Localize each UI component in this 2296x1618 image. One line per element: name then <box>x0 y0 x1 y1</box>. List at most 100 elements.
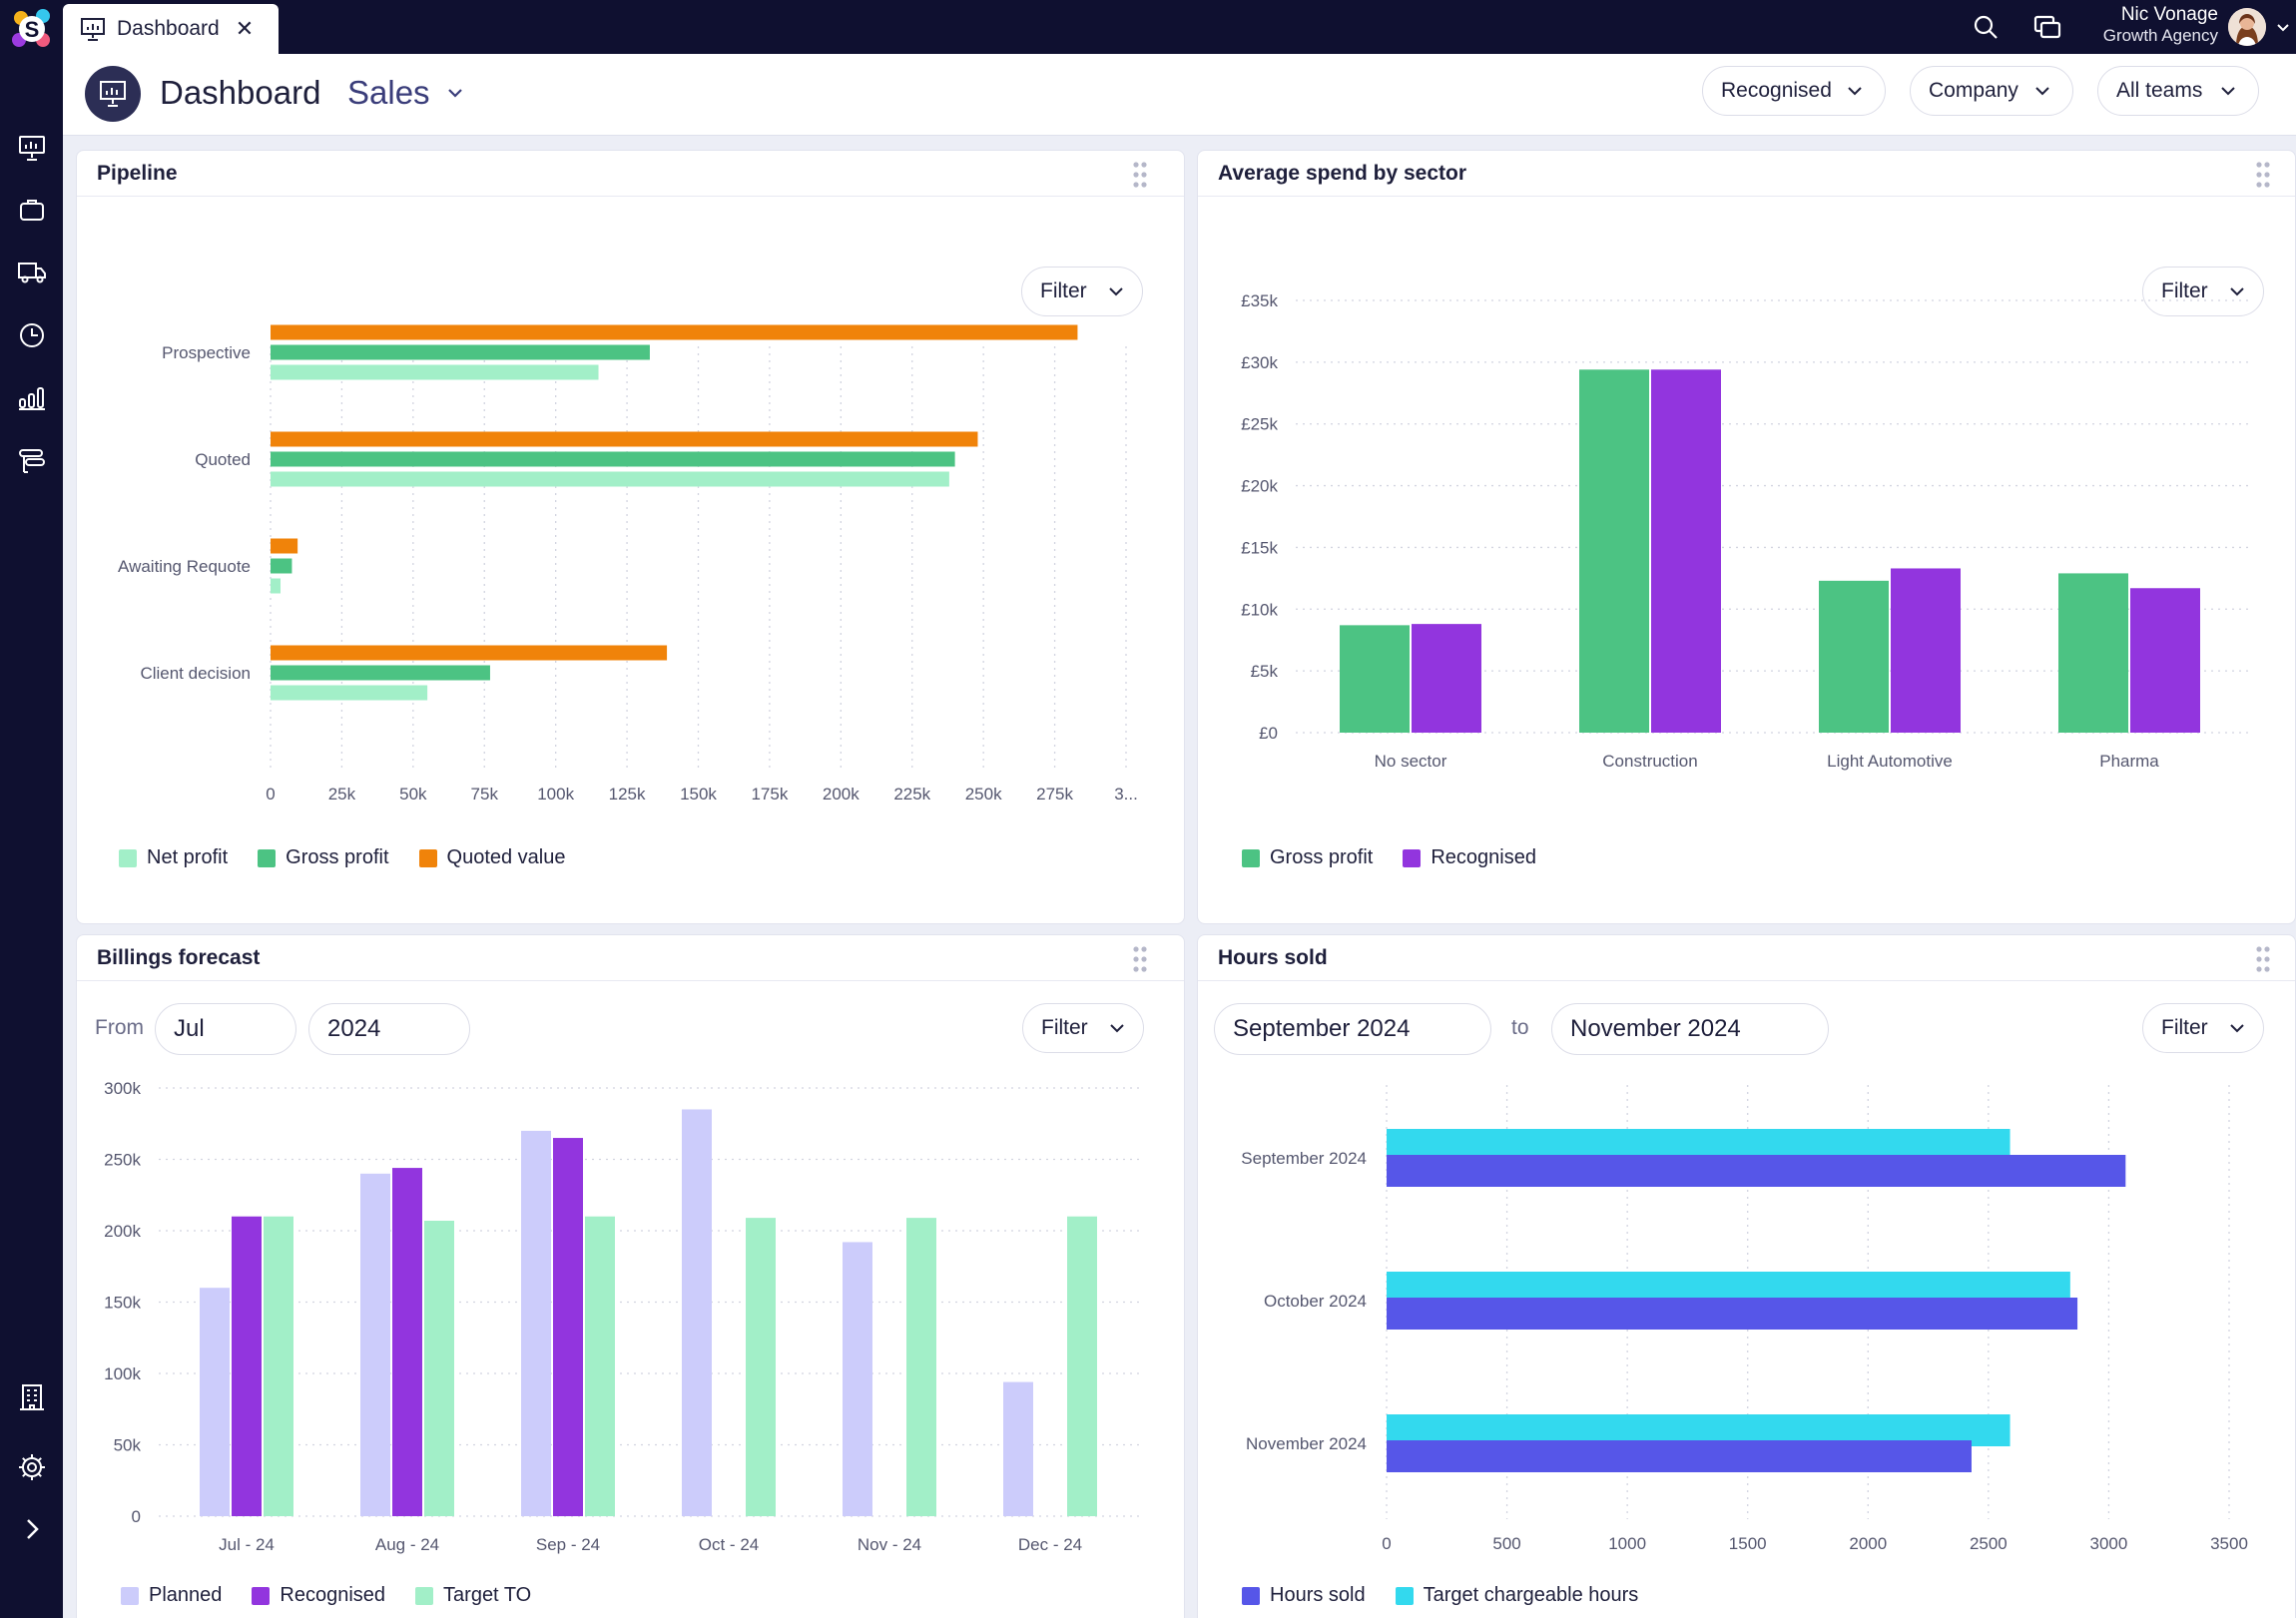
legend-label: Net profit <box>147 846 229 868</box>
bar <box>200 1288 230 1516</box>
end-month-input[interactable]: November 2024 <box>1551 1003 1829 1055</box>
tab-dashboard[interactable]: Dashboard ✕ <box>63 4 279 54</box>
drag-handle-icon[interactable] <box>2255 161 2271 189</box>
dashboard-selector-label: Sales <box>347 74 430 111</box>
category-label: Jul - 24 <box>219 1535 275 1554</box>
recognised-dropdown[interactable]: Recognised <box>1702 66 1886 116</box>
user-menu[interactable]: Nic Vonage Growth Agency <box>2103 4 2218 46</box>
x-tick-label: 3000 <box>2090 1534 2128 1553</box>
bar <box>271 344 650 360</box>
chevron-right-icon[interactable] <box>14 1511 50 1547</box>
year-input[interactable]: 2024 <box>308 1003 470 1055</box>
bar <box>682 1109 712 1516</box>
drag-handle-icon[interactable] <box>1132 945 1148 973</box>
chart-legend: Gross profit Recognised <box>1242 846 1536 869</box>
average-spend-panel: Average spend by sector Filter £0 £5k £10k… <box>1197 150 2296 924</box>
bar <box>521 1130 551 1516</box>
clock-icon[interactable] <box>14 317 50 353</box>
legend-swatch <box>252 1586 271 1605</box>
category-label: Quoted <box>195 450 251 469</box>
bar <box>271 451 955 467</box>
category-label: November 2024 <box>1246 1434 1367 1453</box>
dashboard-selector[interactable]: Sales <box>347 74 466 112</box>
bar <box>271 558 292 574</box>
chevron-down-icon[interactable] <box>2274 18 2292 36</box>
close-icon[interactable]: ✕ <box>235 16 255 41</box>
legend-label: Recognised <box>1431 846 1536 868</box>
category-label: Aug - 24 <box>375 1535 439 1554</box>
drag-handle-icon[interactable] <box>1132 161 1148 189</box>
panel-title: Billings forecast <box>97 945 261 969</box>
start-month-input[interactable]: September 2024 <box>1214 1003 1491 1055</box>
month-input[interactable]: Jul <box>155 1003 296 1055</box>
filter-label: Filter <box>2161 279 2208 302</box>
bar <box>2058 573 2128 733</box>
bar <box>1003 1381 1033 1516</box>
y-tick-label: £25k <box>1241 415 1278 434</box>
truck-icon[interactable] <box>14 254 50 289</box>
bar-chart-icon[interactable] <box>14 379 50 415</box>
presentation-icon[interactable] <box>14 130 50 166</box>
main-content: Dashboard Sales Recognised Company All t… <box>63 54 2296 1618</box>
chart-legend: Hours sold Target chargeable hours <box>1242 1584 1638 1607</box>
legend-item[interactable]: Planned <box>121 1584 222 1607</box>
panel-title: Pipeline <box>97 161 178 185</box>
filter-button[interactable]: Filter <box>1021 267 1143 316</box>
legend-item[interactable]: Gross profit <box>258 846 389 869</box>
roadmap-icon[interactable] <box>14 443 50 479</box>
to-label: to <box>1511 1016 1529 1039</box>
legend-item[interactable]: Hours sold <box>1242 1584 1366 1607</box>
drag-handle-icon[interactable] <box>2255 945 2271 973</box>
filter-button[interactable]: Filter <box>2142 267 2264 316</box>
x-tick-label: 200k <box>823 785 860 804</box>
x-tick-label: 1000 <box>1608 1534 1646 1553</box>
x-tick-label: 1500 <box>1729 1534 1767 1553</box>
from-label: From <box>95 1016 144 1039</box>
panel-title: Hours sold <box>1218 945 1328 969</box>
chevron-down-icon <box>1109 287 1123 296</box>
legend-item[interactable]: Net profit <box>119 846 228 869</box>
bar <box>2130 588 2200 733</box>
category-label: Light Automotive <box>1827 752 1953 771</box>
briefcase-icon[interactable] <box>14 192 50 228</box>
building-icon[interactable] <box>14 1379 50 1415</box>
legend-item[interactable]: Target TO <box>415 1584 531 1607</box>
category-label: Nov - 24 <box>858 1535 921 1554</box>
legend-swatch <box>1403 848 1422 867</box>
filter-button[interactable]: Filter <box>1022 1003 1144 1053</box>
legend-swatch <box>418 848 437 867</box>
billings-forecast-panel: Billings forecast From Jul 2024 Filter 0… <box>76 934 1185 1618</box>
legend-item[interactable]: Recognised <box>1403 846 1536 869</box>
x-tick-label: 500 <box>1492 1534 1520 1553</box>
legend-item[interactable]: Target chargeable hours <box>1395 1584 1638 1607</box>
filter-button[interactable]: Filter <box>2142 1003 2264 1053</box>
teams-dropdown[interactable]: All teams <box>2097 66 2259 116</box>
search-icon[interactable] <box>1970 11 2002 43</box>
legend-item[interactable]: Quoted value <box>418 846 566 869</box>
legend-item[interactable]: Gross profit <box>1242 846 1373 869</box>
page-title: Dashboard <box>160 74 321 111</box>
panel-header: Average spend by sector <box>1198 151 2295 197</box>
bar <box>1387 1155 2126 1187</box>
page-header: Dashboard Sales Recognised Company All t… <box>63 54 2296 136</box>
chart-legend: Planned Recognised Target TO <box>121 1584 531 1607</box>
bar <box>232 1216 262 1516</box>
company-dropdown[interactable]: Company <box>1910 66 2073 116</box>
y-tick-label: £5k <box>1251 662 1279 681</box>
category-label: Client decision <box>140 664 251 683</box>
legend-label: Quoted value <box>446 846 566 868</box>
bar <box>585 1216 615 1516</box>
category-label: Construction <box>1602 752 1697 771</box>
panel-header: Hours sold <box>1198 935 2295 981</box>
legend-swatch <box>121 1586 139 1605</box>
legend-label: Recognised <box>280 1584 386 1606</box>
bar <box>1651 369 1721 733</box>
legend-item[interactable]: Recognised <box>252 1584 385 1607</box>
windows-icon[interactable] <box>2031 11 2063 43</box>
x-tick-label: 3500 <box>2210 1534 2248 1553</box>
category-label: Pharma <box>2099 752 2159 771</box>
gear-icon[interactable] <box>14 1449 50 1485</box>
presentation-icon <box>81 18 105 41</box>
app-logo[interactable]: S <box>9 6 55 52</box>
avatar[interactable] <box>2228 8 2266 46</box>
